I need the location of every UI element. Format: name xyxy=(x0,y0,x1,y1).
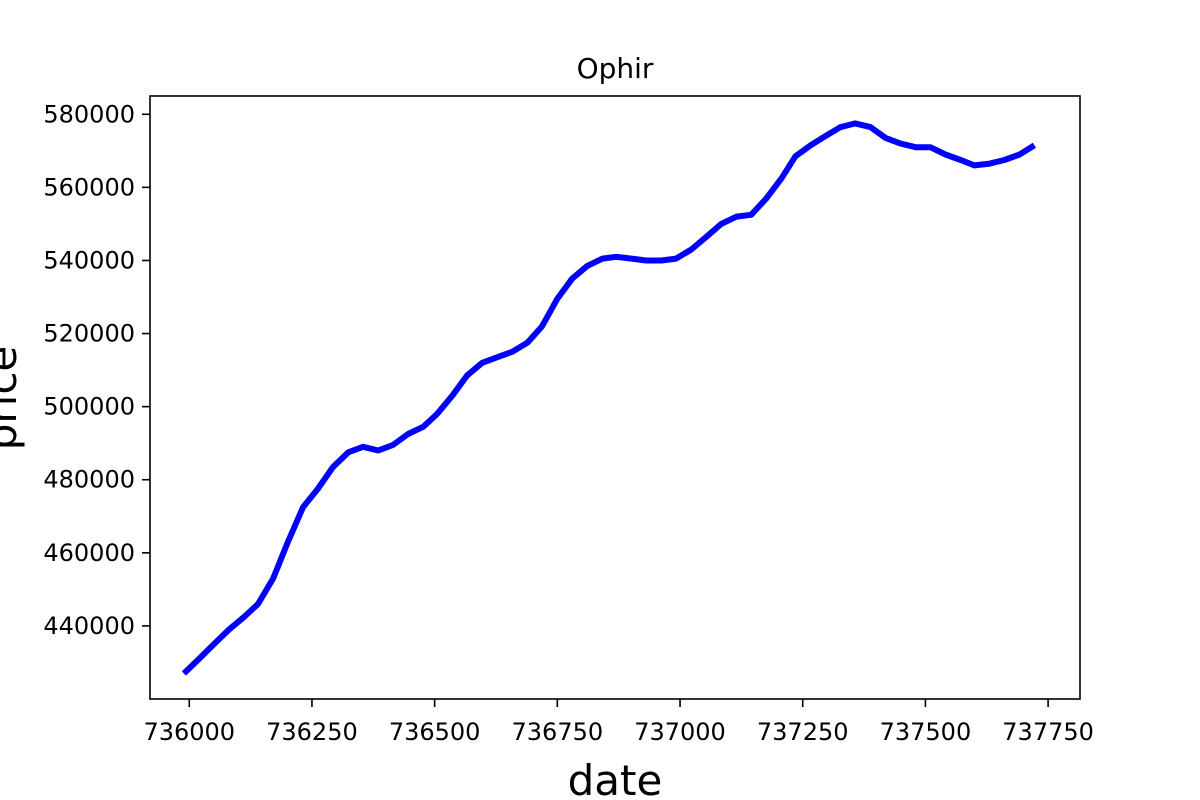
plot-frame xyxy=(149,95,1081,700)
y-tick-label: 540000 xyxy=(43,246,135,274)
y-tick-label: 560000 xyxy=(43,173,135,201)
x-tick-label: 737750 xyxy=(1002,718,1094,746)
x-tick-label: 736250 xyxy=(266,718,358,746)
x-tick-label: 737500 xyxy=(880,718,972,746)
x-tick-label: 736500 xyxy=(389,718,481,746)
x-tick-label: 737000 xyxy=(634,718,726,746)
series-line xyxy=(181,120,1036,676)
x-tick-label: 736000 xyxy=(143,718,235,746)
plot-area xyxy=(181,120,1036,676)
x-axis: 736000 736250 736500 736750 737000 737250 7375… xyxy=(143,699,1094,746)
y-tick-label: 500000 xyxy=(43,393,135,421)
y-tick-label: 460000 xyxy=(43,539,135,567)
y-tick-label: 580000 xyxy=(43,100,135,128)
x-tick-label: 736750 xyxy=(512,718,604,746)
x-tick-label: 737250 xyxy=(757,718,849,746)
y-tick-label: 520000 xyxy=(43,320,135,348)
y-axis-label: price xyxy=(0,346,26,451)
x-axis-label: date xyxy=(568,756,663,800)
chart-title: Ophir xyxy=(577,52,654,85)
y-tick-label: 480000 xyxy=(43,466,135,494)
y-tick-label: 440000 xyxy=(43,612,135,640)
y-axis: 440000 460000 480000 500000 520000 540000 5600… xyxy=(43,100,150,640)
